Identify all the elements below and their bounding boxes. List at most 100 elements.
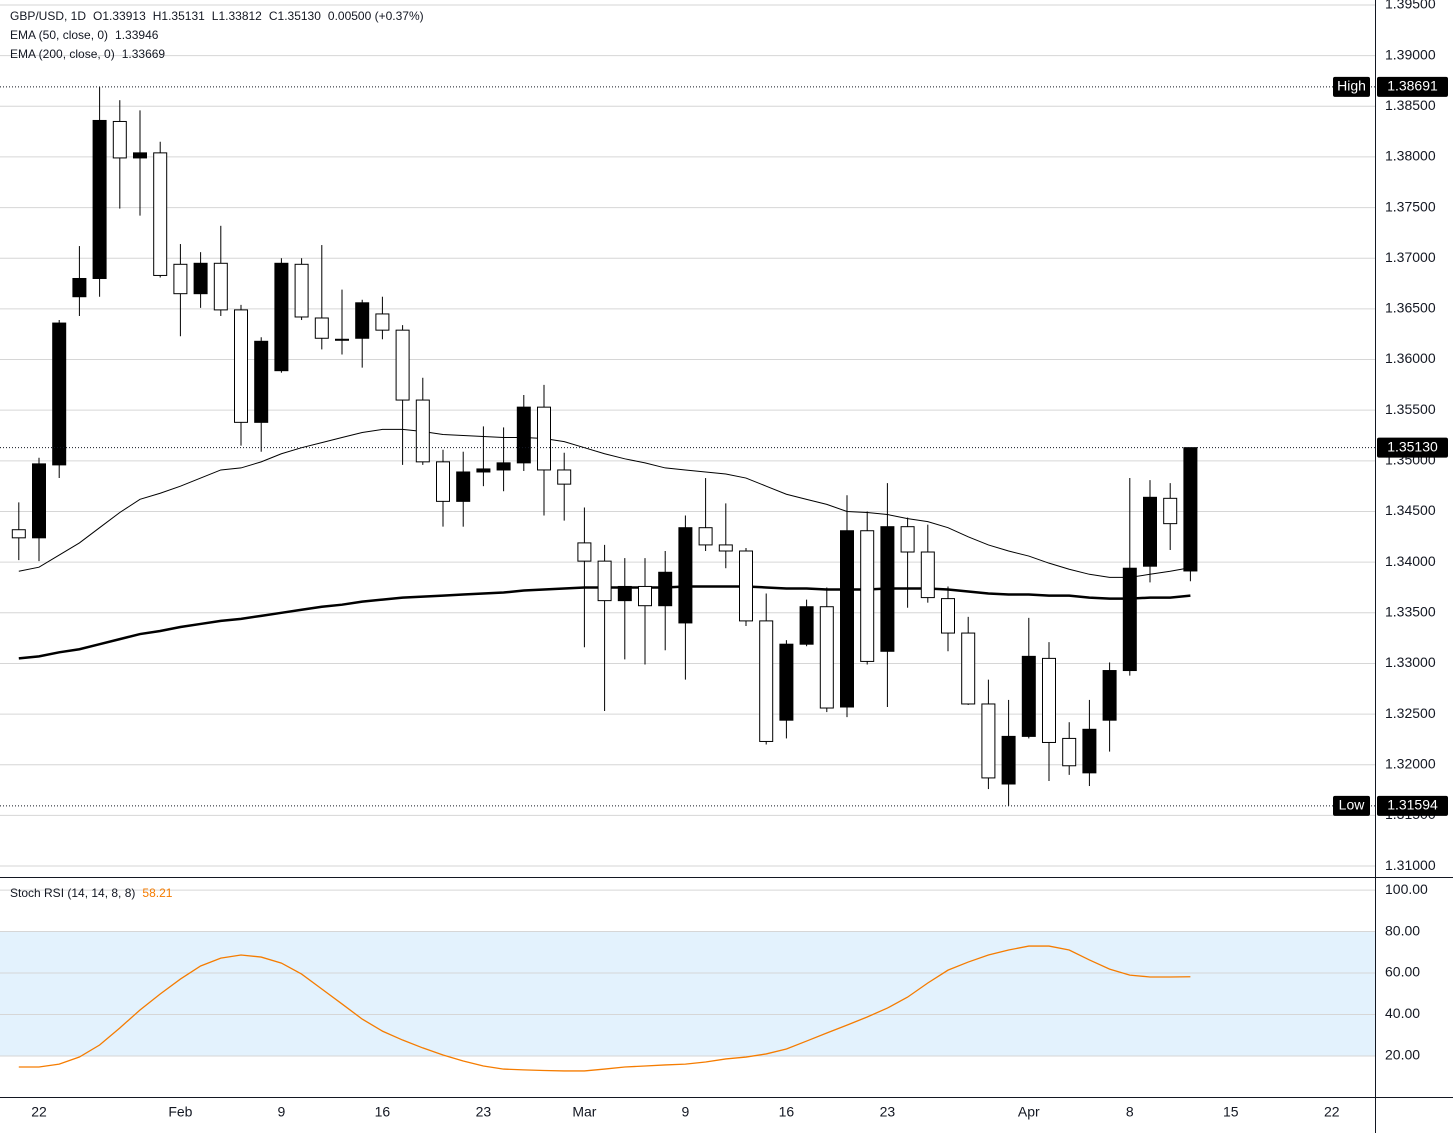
x-tick-label: 16 — [375, 1104, 391, 1120]
candle-body — [496, 462, 511, 471]
y-tick-label: 1.37500 — [1385, 198, 1436, 214]
stoch-band — [0, 931, 1375, 1057]
y-tick-label: 1.32000 — [1385, 755, 1436, 771]
y-tick-label: 40.00 — [1385, 1005, 1420, 1021]
y-tick-label: 1.34500 — [1385, 502, 1436, 518]
x-tick-label: 9 — [682, 1104, 690, 1120]
marker-name: Low — [1339, 797, 1366, 813]
candle-body — [335, 338, 349, 341]
candle-body — [739, 550, 753, 622]
candle-body — [678, 527, 693, 624]
candle-body — [193, 262, 208, 295]
y-tick-label: 1.35500 — [1385, 401, 1436, 417]
marker-value-box — [1377, 437, 1448, 458]
candle-body — [617, 585, 632, 602]
candle-body — [476, 468, 491, 473]
x-tick-label: 23 — [476, 1104, 492, 1120]
y-tick-label: 1.31000 — [1385, 857, 1436, 873]
candle-body — [395, 329, 410, 401]
candle-body — [1001, 735, 1016, 785]
candle-body — [698, 527, 713, 546]
y-tick-label: 1.38000 — [1385, 148, 1436, 164]
candle-body — [638, 585, 652, 607]
x-tick-label: Mar — [572, 1104, 596, 1120]
candle-body — [92, 119, 107, 279]
legend-value: 1.33669 — [122, 47, 166, 61]
x-tick-label: 22 — [31, 1104, 47, 1120]
y-tick-label: 1.37000 — [1385, 249, 1436, 265]
candle-body — [819, 606, 834, 709]
candle-body — [153, 152, 168, 276]
marker-value-box — [1377, 795, 1448, 816]
y-tick-label: 1.36000 — [1385, 350, 1436, 366]
candle-body — [759, 620, 774, 742]
candle-body — [658, 571, 673, 607]
x-tick-label: Apr — [1018, 1104, 1040, 1120]
y-tick-label: 1.33500 — [1385, 603, 1436, 619]
candle-body — [355, 302, 370, 339]
legend-ohlc: H1.35131 — [153, 9, 205, 23]
candle-body — [779, 643, 794, 721]
candle-body — [375, 313, 390, 331]
x-tick-label: 9 — [278, 1104, 286, 1120]
x-tick-label: 15 — [1223, 1104, 1239, 1120]
marker-name-box — [1333, 76, 1370, 97]
candle-body — [1163, 497, 1178, 525]
x-tick-label: Feb — [168, 1104, 192, 1120]
candle-body — [11, 529, 26, 539]
legend-ohlc: O1.33913 — [93, 9, 146, 23]
candle-body — [1042, 657, 1056, 743]
marker-name: High — [1337, 78, 1366, 94]
candle-body — [254, 340, 269, 423]
candle-body — [537, 406, 551, 471]
candle-body — [799, 606, 814, 645]
candle-body — [234, 309, 248, 423]
marker-value-box — [1377, 76, 1448, 97]
candle-body — [456, 471, 471, 502]
x-tick-label: 8 — [1126, 1104, 1134, 1120]
candle-body — [213, 262, 228, 311]
candle-body — [900, 526, 915, 553]
marker-value: 1.35130 — [1387, 438, 1438, 454]
stoch-line — [18, 945, 1191, 1072]
candle-body — [597, 560, 612, 602]
y-tick-label: 80.00 — [1385, 922, 1420, 938]
candle-body — [1143, 496, 1157, 567]
candle-body — [274, 262, 289, 372]
x-tick-label: 16 — [779, 1104, 795, 1120]
candle-body — [32, 463, 46, 539]
candle-body — [1082, 728, 1097, 774]
marker-name-box — [1333, 795, 1370, 816]
candle-body — [557, 469, 572, 485]
candle-body — [1183, 447, 1198, 572]
candle-body — [415, 399, 430, 463]
legend-value: 1.33946 — [115, 28, 159, 42]
legend-name: Stoch RSI (14, 14, 8, 8) — [10, 886, 135, 900]
candle-body — [436, 461, 450, 502]
y-tick-label: 1.33000 — [1385, 654, 1436, 670]
candle-body — [718, 544, 733, 552]
candle-body — [314, 317, 329, 339]
candle-body — [72, 277, 87, 298]
candle-body — [133, 152, 147, 159]
y-tick-label: 100.00 — [1385, 881, 1428, 897]
candle-body — [1122, 567, 1137, 672]
legend-value: 58.21 — [142, 886, 172, 900]
y-tick-label: 1.39500 — [1385, 0, 1436, 12]
y-tick-label: 1.36500 — [1385, 300, 1436, 316]
marker-value: 1.38691 — [1387, 78, 1438, 94]
candle-body — [1062, 737, 1077, 767]
x-tick-label: 23 — [880, 1104, 896, 1120]
legend-title: GBP/USD, 1D — [10, 9, 86, 23]
legend-ohlc: C1.35130 — [269, 9, 321, 23]
candle-body — [1021, 655, 1036, 737]
y-tick-label: 1.34000 — [1385, 553, 1436, 569]
legend-name: EMA (200, close, 0) — [10, 47, 115, 61]
candle-body — [52, 322, 67, 466]
candle-body — [880, 526, 895, 652]
x-tick-label: 22 — [1324, 1104, 1340, 1120]
legend-ohlc: 0.00500 (+0.37%) — [328, 9, 424, 23]
legend-name: EMA (50, close, 0) — [10, 28, 108, 42]
